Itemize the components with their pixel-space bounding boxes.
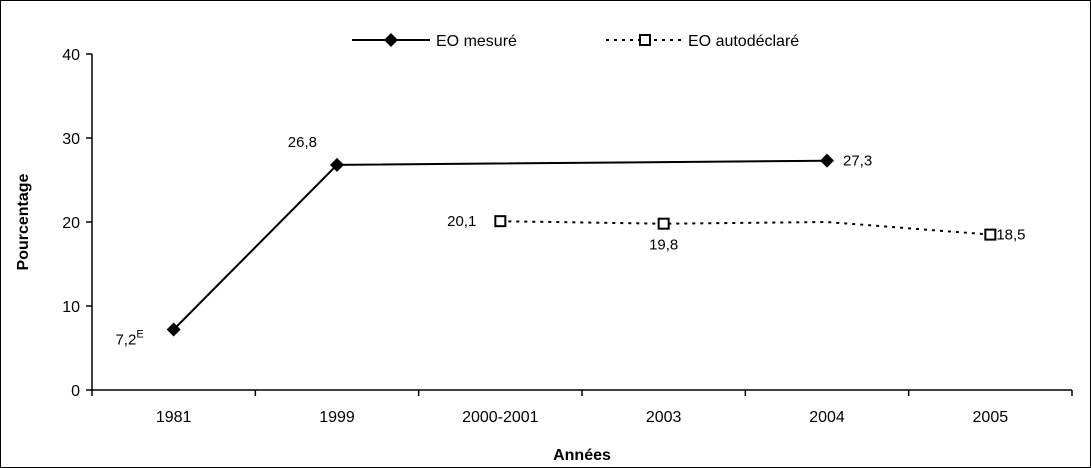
data-label: 20,1	[447, 213, 476, 230]
legend-label-eo-autodeclare: EO autodéclaré	[688, 33, 799, 50]
data-point	[494, 215, 507, 228]
axes: 0 10 20 30 40 1981 1999 2000-2001 2003 2004 2005	[62, 47, 1073, 426]
y-tick-label: 20	[62, 215, 80, 232]
x-tick-label: 2003	[646, 409, 682, 426]
series-line-eo-autodeclare	[500, 220, 991, 236]
data-point	[657, 217, 670, 230]
data-point	[330, 157, 344, 172]
data-label-value: 19,8	[649, 237, 678, 254]
data-label-value: 27,3	[843, 153, 872, 170]
y-tick-label: 10	[62, 299, 80, 316]
y-axis-title: Pourcentage	[15, 173, 32, 270]
legend-item-eo-mesure: EO mesuré	[352, 33, 517, 50]
data-label-value: 7,2	[115, 332, 136, 349]
data-label: 19,8	[649, 237, 678, 254]
data-labels: 7,2E 26,8 27,3 20,1 19,8 18,5	[115, 134, 1025, 349]
data-label-value: 26,8	[288, 134, 317, 151]
legend-label-eo-mesure: EO mesuré	[436, 33, 517, 50]
x-ticks: 1981 1999 2000-2001 2003 2004 2005	[91, 390, 1073, 426]
data-label-superscript: E	[136, 329, 143, 341]
y-tick-label: 30	[62, 131, 80, 148]
legend-marker-eo-autodeclare	[639, 34, 651, 46]
data-label: 27,3	[843, 153, 872, 170]
x-tick-label: 1999	[319, 409, 355, 426]
data-label-value: 18,5	[996, 227, 1025, 244]
series-line-eo-mesure	[172, 159, 828, 331]
data-point	[166, 322, 181, 337]
series-layer	[166, 153, 997, 337]
x-axis-title: Années	[553, 447, 611, 464]
y-tick-label: 40	[62, 47, 80, 64]
legend: EO mesuré EO autodéclaré	[352, 33, 799, 50]
x-tick-label: 2005	[973, 409, 1009, 426]
legend-item-eo-autodeclare: EO autodéclaré	[606, 33, 799, 50]
data-point	[820, 153, 834, 168]
y-tick-label: 0	[71, 383, 80, 400]
x-tick-label: 2004	[809, 409, 845, 426]
data-point	[984, 228, 997, 241]
data-label: 7,2E	[115, 329, 143, 349]
data-label: 26,8	[288, 134, 317, 151]
data-label-value: 20,1	[447, 213, 476, 230]
x-tick-label: 2000-2001	[462, 409, 539, 426]
legend-marker-eo-mesure	[384, 33, 398, 47]
x-tick-label: 1981	[156, 409, 192, 426]
data-label: 18,5	[996, 227, 1025, 244]
y-ticks: 0 10 20 30 40	[62, 47, 92, 400]
